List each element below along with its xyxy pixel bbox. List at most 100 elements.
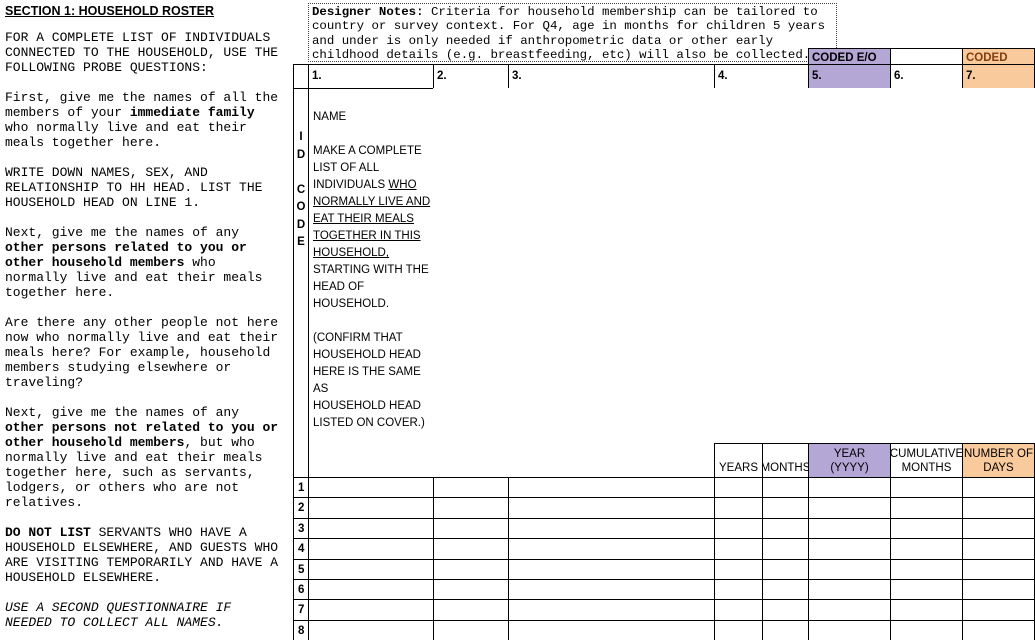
roster-cell-age-years[interactable] [714,538,762,559]
roster-cell-cumulative-months[interactable] [890,497,962,518]
designer-notes-label: Designer Notes: [312,5,424,19]
roster-cell-age-months[interactable] [762,518,808,538]
subheader-year-yyyy: YEAR (YYYY) [808,443,890,477]
roster-cell-cumulative-months[interactable] [890,538,962,559]
roster-cell-age-months[interactable] [762,599,808,620]
roster-cell-days[interactable] [962,599,1035,620]
roster-cell-days[interactable] [962,620,1035,640]
roster-cell-days[interactable] [962,477,1035,497]
roster-cell-cumulative-months[interactable] [890,620,962,640]
roster-cell-age-months[interactable] [762,538,808,559]
roster-cell-year-born[interactable] [808,620,890,640]
probe-absent-members: Are there any other people not here now … [5,315,279,390]
roster-cell-sex[interactable] [433,620,508,640]
roster-cell-relationship[interactable] [508,538,714,559]
roster-cell-cumulative-months[interactable] [890,559,962,579]
subheader-months: MONTHS [762,443,808,477]
col-header-q7: 7. [962,64,1035,88]
roster-cell-name[interactable] [308,599,433,620]
roster-cell-name[interactable] [308,538,433,559]
roster-cell-age-years[interactable] [714,559,762,579]
roster-cell-days[interactable] [962,518,1035,538]
roster-cell-sex[interactable] [433,559,508,579]
roster-cell-sex[interactable] [433,518,508,538]
roster-cell-year-born[interactable] [808,538,890,559]
probe-immediate-family: First, give me the names of all the memb… [5,90,279,150]
col-header-q5: 5. [808,64,890,88]
roster-cell-year-born[interactable] [808,599,890,620]
row-number: 1 [293,477,308,497]
roster-cell-age-months[interactable] [762,620,808,640]
roster-cell-cumulative-months[interactable] [890,579,962,599]
section-title: SECTION 1: HOUSEHOLD ROSTER [5,4,215,18]
roster-cell-name[interactable] [308,477,433,497]
roster-cell-cumulative-months[interactable] [890,599,962,620]
subheader-number-of-days: NUMBER OF DAYS [962,443,1035,477]
roster-cell-cumulative-months[interactable] [890,477,962,497]
roster-cell-year-born[interactable] [808,477,890,497]
roster-cell-relationship[interactable] [508,497,714,518]
roster-cell-relationship[interactable] [508,518,714,538]
roster-cell-sex[interactable] [433,599,508,620]
roster-cell-relationship[interactable] [508,620,714,640]
roster-cell-age-years[interactable] [714,620,762,640]
row-number: 4 [293,538,308,559]
designer-notes-text: Criteria for household membership can be… [312,5,826,62]
row-number: 7 [293,599,308,620]
probe-related-persons: Next, give me the names of any other per… [5,225,263,300]
roster-cell-sex[interactable] [433,538,508,559]
roster-cell-sex[interactable] [433,579,508,599]
banner-spacer-cell [890,48,962,64]
row-number: 5 [293,559,308,579]
q1-name-cell: NAME MAKE A COMPLETE LIST OF ALL INDIVID… [308,88,433,477]
id-code-vertical-label: I D C O D E [293,88,308,477]
roster-cell-age-months[interactable] [762,579,808,599]
roster-cell-year-born[interactable] [808,497,890,518]
roster-cell-relationship[interactable] [508,579,714,599]
coded-occ-banner: CODED OCC [962,48,1035,64]
roster-cell-name[interactable] [308,497,433,518]
probe-write-down: WRITE DOWN NAMES, SEX, AND RELATIONSHIP … [5,165,263,210]
row-number: 2 [293,497,308,518]
roster-cell-year-born[interactable] [808,559,890,579]
col-header-q2: 2. [433,64,508,88]
roster-cell-cumulative-months[interactable] [890,518,962,538]
probe-second-questionnaire: USE A SECOND QUESTIONNAIRE IF NEEDED TO … [5,600,232,630]
roster-cell-days[interactable] [962,559,1035,579]
roster-cell-age-years[interactable] [714,497,762,518]
probe-do-not-list: DO NOT LIST SERVANTS WHO HAVE A HOUSEHOL… [5,525,279,585]
roster-cell-age-years[interactable] [714,518,762,538]
roster-cell-year-born[interactable] [808,579,890,599]
roster-cell-sex[interactable] [433,497,508,518]
roster-cell-name[interactable] [308,579,433,599]
roster-cell-relationship[interactable] [508,559,714,579]
roster-cell-sex[interactable] [433,477,508,497]
subheader-years: YEARS [714,443,762,477]
probe-instructions-panel: SECTION 1: HOUSEHOLD ROSTER FOR A COMPLE… [5,4,283,630]
roster-cell-days[interactable] [962,538,1035,559]
row-number: 6 [293,579,308,599]
roster-cell-name[interactable] [308,518,433,538]
designer-notes-box: Designer Notes: Criteria for household m… [308,3,837,62]
col-header-q4: 4. [714,64,808,88]
roster-cell-year-born[interactable] [808,518,890,538]
roster-cell-age-years[interactable] [714,599,762,620]
roster-cell-age-years[interactable] [714,579,762,599]
id-column-header [293,64,308,88]
roster-cell-name[interactable] [308,620,433,640]
coded-eo-banner: CODED E/O [808,48,890,64]
roster-cell-days[interactable] [962,579,1035,599]
roster-cell-days[interactable] [962,497,1035,518]
probe-unrelated-persons: Next, give me the names of any other per… [5,405,279,510]
row-number: 3 [293,518,308,538]
roster-cell-age-months[interactable] [762,477,808,497]
roster-cell-age-months[interactable] [762,559,808,579]
roster-cell-relationship[interactable] [508,477,714,497]
roster-cell-name[interactable] [308,559,433,579]
subheader-cumulative-months: CUMULATIVE MONTHS [890,443,962,477]
col-header-q6: 6. [890,64,962,88]
roster-cell-age-months[interactable] [762,497,808,518]
roster-cell-age-years[interactable] [714,477,762,497]
roster-cell-relationship[interactable] [508,599,714,620]
